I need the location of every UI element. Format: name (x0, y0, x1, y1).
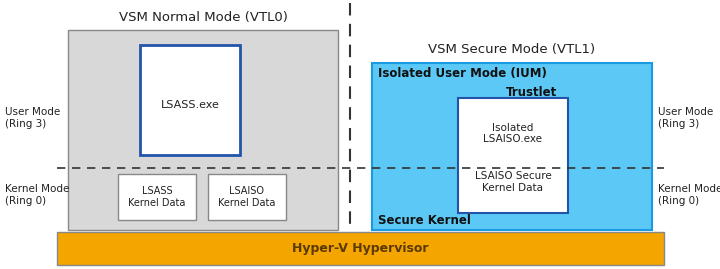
Text: User Mode
(Ring 3): User Mode (Ring 3) (5, 107, 60, 129)
Bar (458, 98, 568, 213)
Bar (208, 174, 286, 220)
Text: VSM Normal Mode (VTL0): VSM Normal Mode (VTL0) (119, 12, 287, 24)
Bar (118, 174, 196, 220)
Text: Isolated User Mode (IUM): Isolated User Mode (IUM) (378, 68, 547, 80)
Text: Hyper-V Hypervisor: Hyper-V Hypervisor (292, 242, 428, 255)
Text: Kernel Mode
(Ring 0): Kernel Mode (Ring 0) (658, 184, 720, 206)
Text: User Mode
(Ring 3): User Mode (Ring 3) (658, 107, 714, 129)
Bar (68, 30, 338, 230)
Text: Kernel Mode
(Ring 0): Kernel Mode (Ring 0) (5, 184, 69, 206)
Text: LSASS.exe: LSASS.exe (161, 101, 220, 111)
Text: VSM Secure Mode (VTL1): VSM Secure Mode (VTL1) (428, 44, 595, 56)
Text: LSAISO
Kernel Data: LSAISO Kernel Data (218, 186, 276, 208)
Text: Isolated
LSAISO.exe: Isolated LSAISO.exe (484, 123, 542, 144)
Bar (57, 232, 664, 265)
Bar (140, 45, 240, 155)
Text: Secure Kernel: Secure Kernel (378, 214, 471, 226)
Text: LSAISO Secure
Kernel Data: LSAISO Secure Kernel Data (474, 171, 552, 193)
Text: Trustlet: Trustlet (506, 87, 557, 100)
Text: LSASS
Kernel Data: LSASS Kernel Data (128, 186, 186, 208)
Bar (372, 63, 652, 230)
